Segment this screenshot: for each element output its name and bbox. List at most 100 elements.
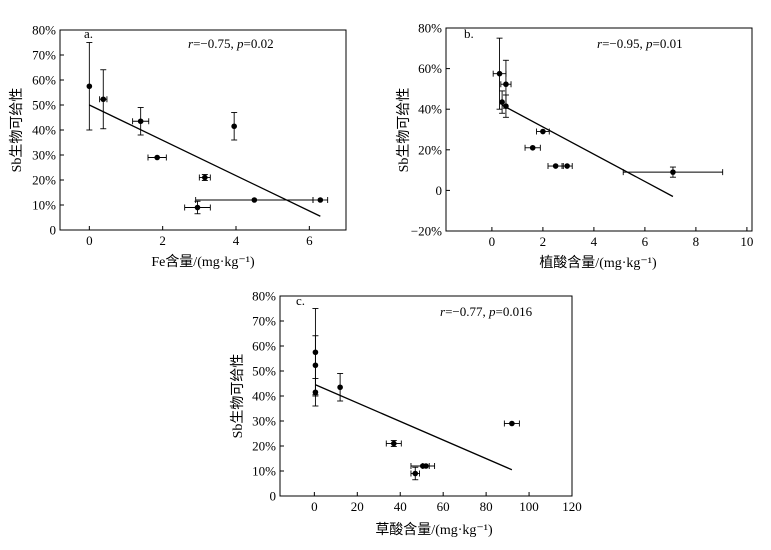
y-tick-label: 80% (32, 23, 56, 38)
x-tick-label: 6 (306, 233, 313, 248)
data-marker (86, 83, 93, 90)
data-point (536, 128, 550, 135)
y-tick-label: 40% (252, 389, 276, 404)
panel-label-a: a. (84, 26, 93, 41)
p-value-b: =0.01 (652, 36, 682, 51)
y-ticks-c: 0 10% 20% 30% 40% 50% 60% 70% 80% (252, 289, 284, 504)
data-point (195, 197, 314, 203)
y-tick-label: 50% (32, 98, 56, 113)
data-marker (202, 174, 208, 181)
x-tick-label: 60 (437, 499, 450, 514)
y-tick-label: 70% (252, 314, 276, 329)
y-axis-label-b: Sb生物可给性 (396, 88, 412, 173)
data-marker (312, 362, 319, 369)
y-tick-label: −20% (411, 224, 442, 239)
y-tick-label: 30% (32, 148, 56, 163)
r-value-b: =−0.95, (602, 36, 646, 51)
x-tick-label: 4 (591, 234, 598, 249)
data-point (622, 166, 724, 178)
fit-lines-b (501, 104, 674, 198)
panel-label-c: c. (296, 293, 305, 308)
data-marker (412, 470, 419, 477)
data-point (524, 144, 541, 151)
y-tick-label: 80% (418, 21, 442, 36)
data-marker (194, 204, 201, 211)
data-marker (564, 163, 570, 169)
data-marker (154, 154, 160, 161)
data-point (86, 42, 93, 131)
x-tick-label: 0 (86, 233, 93, 248)
data-point (184, 200, 211, 215)
data-point (499, 90, 506, 114)
p-symbol-b: p (645, 36, 653, 51)
data-points-c (312, 308, 520, 481)
data-marker (670, 169, 676, 175)
data-point (99, 69, 108, 130)
y-tick-label: 10% (252, 464, 276, 479)
y-tick-label: 0 (436, 183, 443, 198)
data-point (422, 463, 430, 469)
data-marker (317, 197, 324, 203)
y-tick-label: 40% (418, 102, 442, 117)
data-point (337, 373, 344, 402)
data-points-a (86, 42, 329, 215)
r-symbol-b: r (597, 36, 603, 51)
y-tick-label: 60% (418, 61, 442, 76)
x-axis-label-b: 植酸含量/(mg·kg⁻¹) (539, 255, 657, 271)
data-marker (552, 163, 559, 169)
data-marker (390, 440, 397, 447)
data-marker (231, 123, 237, 130)
x-tick-label: 40 (394, 499, 407, 514)
data-points-b (492, 37, 724, 178)
x-tick-label: 0 (311, 499, 318, 514)
fit-lines-c (315, 384, 513, 471)
data-marker (312, 389, 319, 396)
x-ticks-a: 0 2 4 6 (86, 226, 313, 248)
data-marker (251, 197, 258, 203)
regression-line (501, 104, 674, 198)
y-ticks-b: −20% 0 20% 40% 60% 80% (411, 21, 450, 239)
data-marker (337, 384, 343, 391)
correlation-annotation-a: r=−0.75, p=0.02 (188, 36, 274, 51)
x-tick-label: 2 (159, 233, 166, 248)
y-tick-label: 10% (32, 198, 56, 213)
x-tick-label: 0 (489, 234, 496, 249)
y-tick-label: 80% (252, 289, 276, 304)
y-axis-label-a: Sb生物可给性 (9, 88, 25, 173)
regression-line (89, 104, 321, 217)
x-tick-label: 120 (562, 499, 582, 514)
x-tick-label: 80 (480, 499, 493, 514)
data-marker (499, 99, 505, 105)
data-point (561, 163, 573, 170)
data-point (502, 94, 509, 118)
p-value-a: =0.02 (243, 36, 273, 51)
data-point (312, 378, 319, 407)
data-marker (137, 118, 144, 125)
data-point (312, 197, 329, 203)
correlation-annotation-b: r=−0.95, p=0.01 (597, 36, 683, 51)
data-point (147, 154, 167, 161)
data-point (132, 107, 150, 136)
fit-lines-a (89, 104, 321, 217)
x-axis-label-a: Fe含量/(mg·kg⁻¹) (151, 254, 255, 270)
panel-label-b: b. (464, 26, 474, 41)
data-marker (540, 128, 546, 135)
y-tick-label: 40% (32, 123, 56, 138)
data-point (231, 112, 238, 141)
p-symbol-a: p (236, 36, 244, 51)
r-symbol-a: r (188, 36, 194, 51)
r-value-c: =−0.77, (445, 304, 489, 319)
data-point (385, 440, 402, 447)
y-tick-label: 50% (252, 364, 276, 379)
x-ticks-c: 0 20 40 60 80 100 120 (311, 492, 582, 514)
data-marker (529, 144, 536, 151)
p-value-c: =0.016 (495, 304, 532, 319)
x-ticks-b: 0 2 4 6 8 10 (489, 227, 753, 249)
y-tick-label: 70% (32, 48, 56, 63)
x-tick-label: 2 (540, 234, 547, 249)
y-ticks-a: 0 10% 20% 30% 40% 50% 60% 70% 80% (32, 23, 64, 238)
plot-frame-b (445, 27, 753, 232)
correlation-annotation-c: r=−0.77, p=0.016 (440, 304, 533, 319)
data-point (503, 420, 520, 427)
